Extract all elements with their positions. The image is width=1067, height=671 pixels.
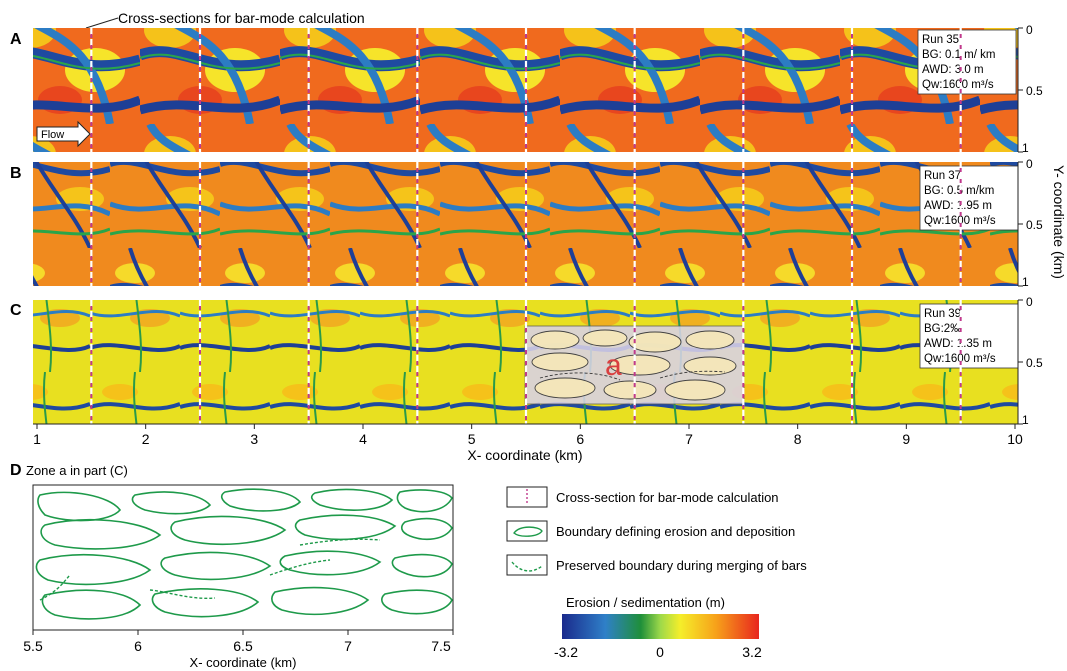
colorbar-tick-max: 3.2 (742, 644, 762, 660)
y-tick-c-05: 0.5 (1026, 356, 1043, 370)
d-x-tick-7: 7 (344, 638, 352, 654)
annotation-leader-line (85, 17, 119, 29)
d-x-tick-55: 5.5 (23, 638, 43, 654)
run-info-box-a (917, 29, 1017, 95)
colorbar-tick-zero: 0 (656, 644, 664, 660)
x-tick-label: 4 (359, 431, 367, 447)
x-tick-label: 8 (794, 431, 802, 447)
cross-section-lines (90, 28, 962, 424)
legend: Cross-section for bar-mode calculation B… (506, 486, 807, 660)
y-tick-a-0: 0 (1026, 23, 1033, 37)
y-tick-c-0: 0 (1026, 295, 1033, 309)
run-info-box-c (919, 303, 1019, 369)
run-label-c: Run 39 (924, 308, 961, 320)
x-tick-label: 7 (685, 431, 693, 447)
d-x-tick-75: 7.5 (431, 638, 451, 654)
x-tick-label: 5 (468, 431, 476, 447)
panel-letter-a: A (10, 31, 22, 48)
bg-label-c: BG:2‰ (924, 323, 962, 335)
awd-label-c: AWD: 1.35 m (924, 338, 992, 350)
y-tick-a-05: 0.5 (1026, 84, 1043, 98)
x-axis-title: X- coordinate (km) (467, 447, 582, 463)
legend-swatch-boundary (506, 520, 548, 542)
flow-label: Flow (41, 129, 64, 141)
y-tick-c-1: 1 (1022, 413, 1029, 427)
run-label-b: Run 37 (924, 170, 961, 182)
panel-d-title: Zone a in part (C) (26, 463, 128, 478)
panel-d: D Zone a in part (C) (10, 462, 454, 670)
panel-c: C a Run 39 BG:2‰ AWD: 1.35 m Qw:1 (10, 300, 1019, 424)
y-axis-title: Y- coordinate (km) (1051, 165, 1067, 279)
bg-label-b: BG: 0.5 m/km (924, 185, 994, 197)
panel-a: A Run 35 BG: 0.1 m/ km AWD: 3.0 m Qw:160… (10, 28, 1018, 152)
zone-a-label: a (605, 349, 622, 382)
d-x-tick-6: 6 (134, 638, 142, 654)
run-info-box-b (919, 165, 1019, 231)
x-tick-label: 6 (576, 431, 584, 447)
preserved-boundaries (39, 538, 381, 601)
y-tick-b-1: 1 (1022, 275, 1029, 289)
colorbar-tick-min: -3.2 (554, 644, 578, 660)
panel-letter-d: D (10, 462, 22, 479)
y-tick-b-0: 0 (1026, 157, 1033, 171)
bg-label-a: BG: 0.1 m/ km (922, 49, 996, 61)
y-tick-b-05: 0.5 (1026, 218, 1043, 232)
legend-label-preserved: Preserved boundary during merging of bar… (556, 558, 807, 573)
run-label-a: Run 35 (922, 34, 959, 46)
qw-label-a: Qw:1600 m³/s (922, 79, 994, 91)
x-tick-label: 2 (142, 431, 150, 447)
legend-label-boundary: Boundary defining erosion and deposition (556, 524, 795, 539)
y-tick-a-1: 1 (1022, 141, 1029, 155)
colorbar-title: Erosion / sedimentation (m) (566, 595, 725, 610)
colorbar (562, 614, 759, 639)
x-axis: 1 2 3 4 5 6 7 8 9 10 X- coordinate (km) (33, 423, 1023, 463)
y-axis: 0 0.5 1 0 0.5 1 0 0.5 1 Y- coordinate (k… (1017, 23, 1067, 427)
panel-b: B Run 37 BG: 0.5 m/km AWD: 1.95 m Qw:160… (10, 162, 1019, 286)
x-tick-label: 3 (250, 431, 258, 447)
bar-boundaries (35, 488, 453, 620)
flow-arrow-icon (36, 120, 91, 148)
x-tick-label: 9 (902, 431, 910, 447)
panel-letter-c: C (10, 302, 22, 319)
panel-d-ticks (32, 630, 454, 635)
legend-swatch-preserved (506, 554, 548, 576)
cross-section-annotation: Cross-sections for bar-mode calculation (118, 10, 365, 26)
legend-label-cross-section: Cross-section for bar-mode calculation (556, 490, 779, 505)
awd-label-a: AWD: 3.0 m (922, 64, 984, 76)
panel-letter-b: B (10, 165, 22, 182)
d-x-axis-title: X- coordinate (km) (190, 655, 297, 670)
d-x-tick-65: 6.5 (233, 638, 253, 654)
x-tick-label: 10 (1007, 431, 1023, 447)
x-tick-label: 1 (33, 431, 41, 447)
awd-label-b: AWD: 1.95 m (924, 200, 992, 212)
